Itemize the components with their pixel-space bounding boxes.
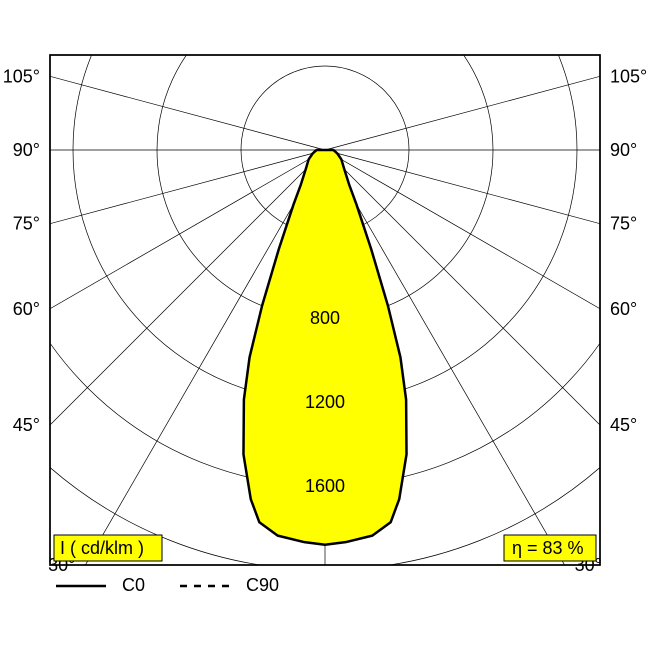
- angle-label-left: 105°: [3, 66, 40, 86]
- ring-label: 1200: [305, 392, 345, 412]
- angle-label-left: 90°: [13, 140, 40, 160]
- ring-label: 800: [310, 308, 340, 328]
- eta-label: η = 83 %: [512, 538, 584, 558]
- angle-label-right: 75°: [610, 214, 637, 234]
- polar-chart-container: { "chart": { "type": "polar-light-distri…: [0, 0, 650, 650]
- angle-label-right: 90°: [610, 140, 637, 160]
- angle-label-right: 60°: [610, 299, 637, 319]
- angle-label-left: 75°: [13, 214, 40, 234]
- legend-label-c90: C90: [246, 575, 279, 595]
- angle-label-left: 45°: [13, 415, 40, 435]
- unit-label: I ( cd/klm ): [60, 538, 144, 558]
- legend-label-c0: C0: [122, 575, 145, 595]
- angle-label-left: 60°: [13, 299, 40, 319]
- angle-label-right: 105°: [610, 66, 647, 86]
- angle-label-right: 45°: [610, 415, 637, 435]
- ring-label: 1600: [305, 476, 345, 496]
- polar-svg: 30°45°60°75°90°105°30°45°60°75°90°105°80…: [0, 0, 650, 650]
